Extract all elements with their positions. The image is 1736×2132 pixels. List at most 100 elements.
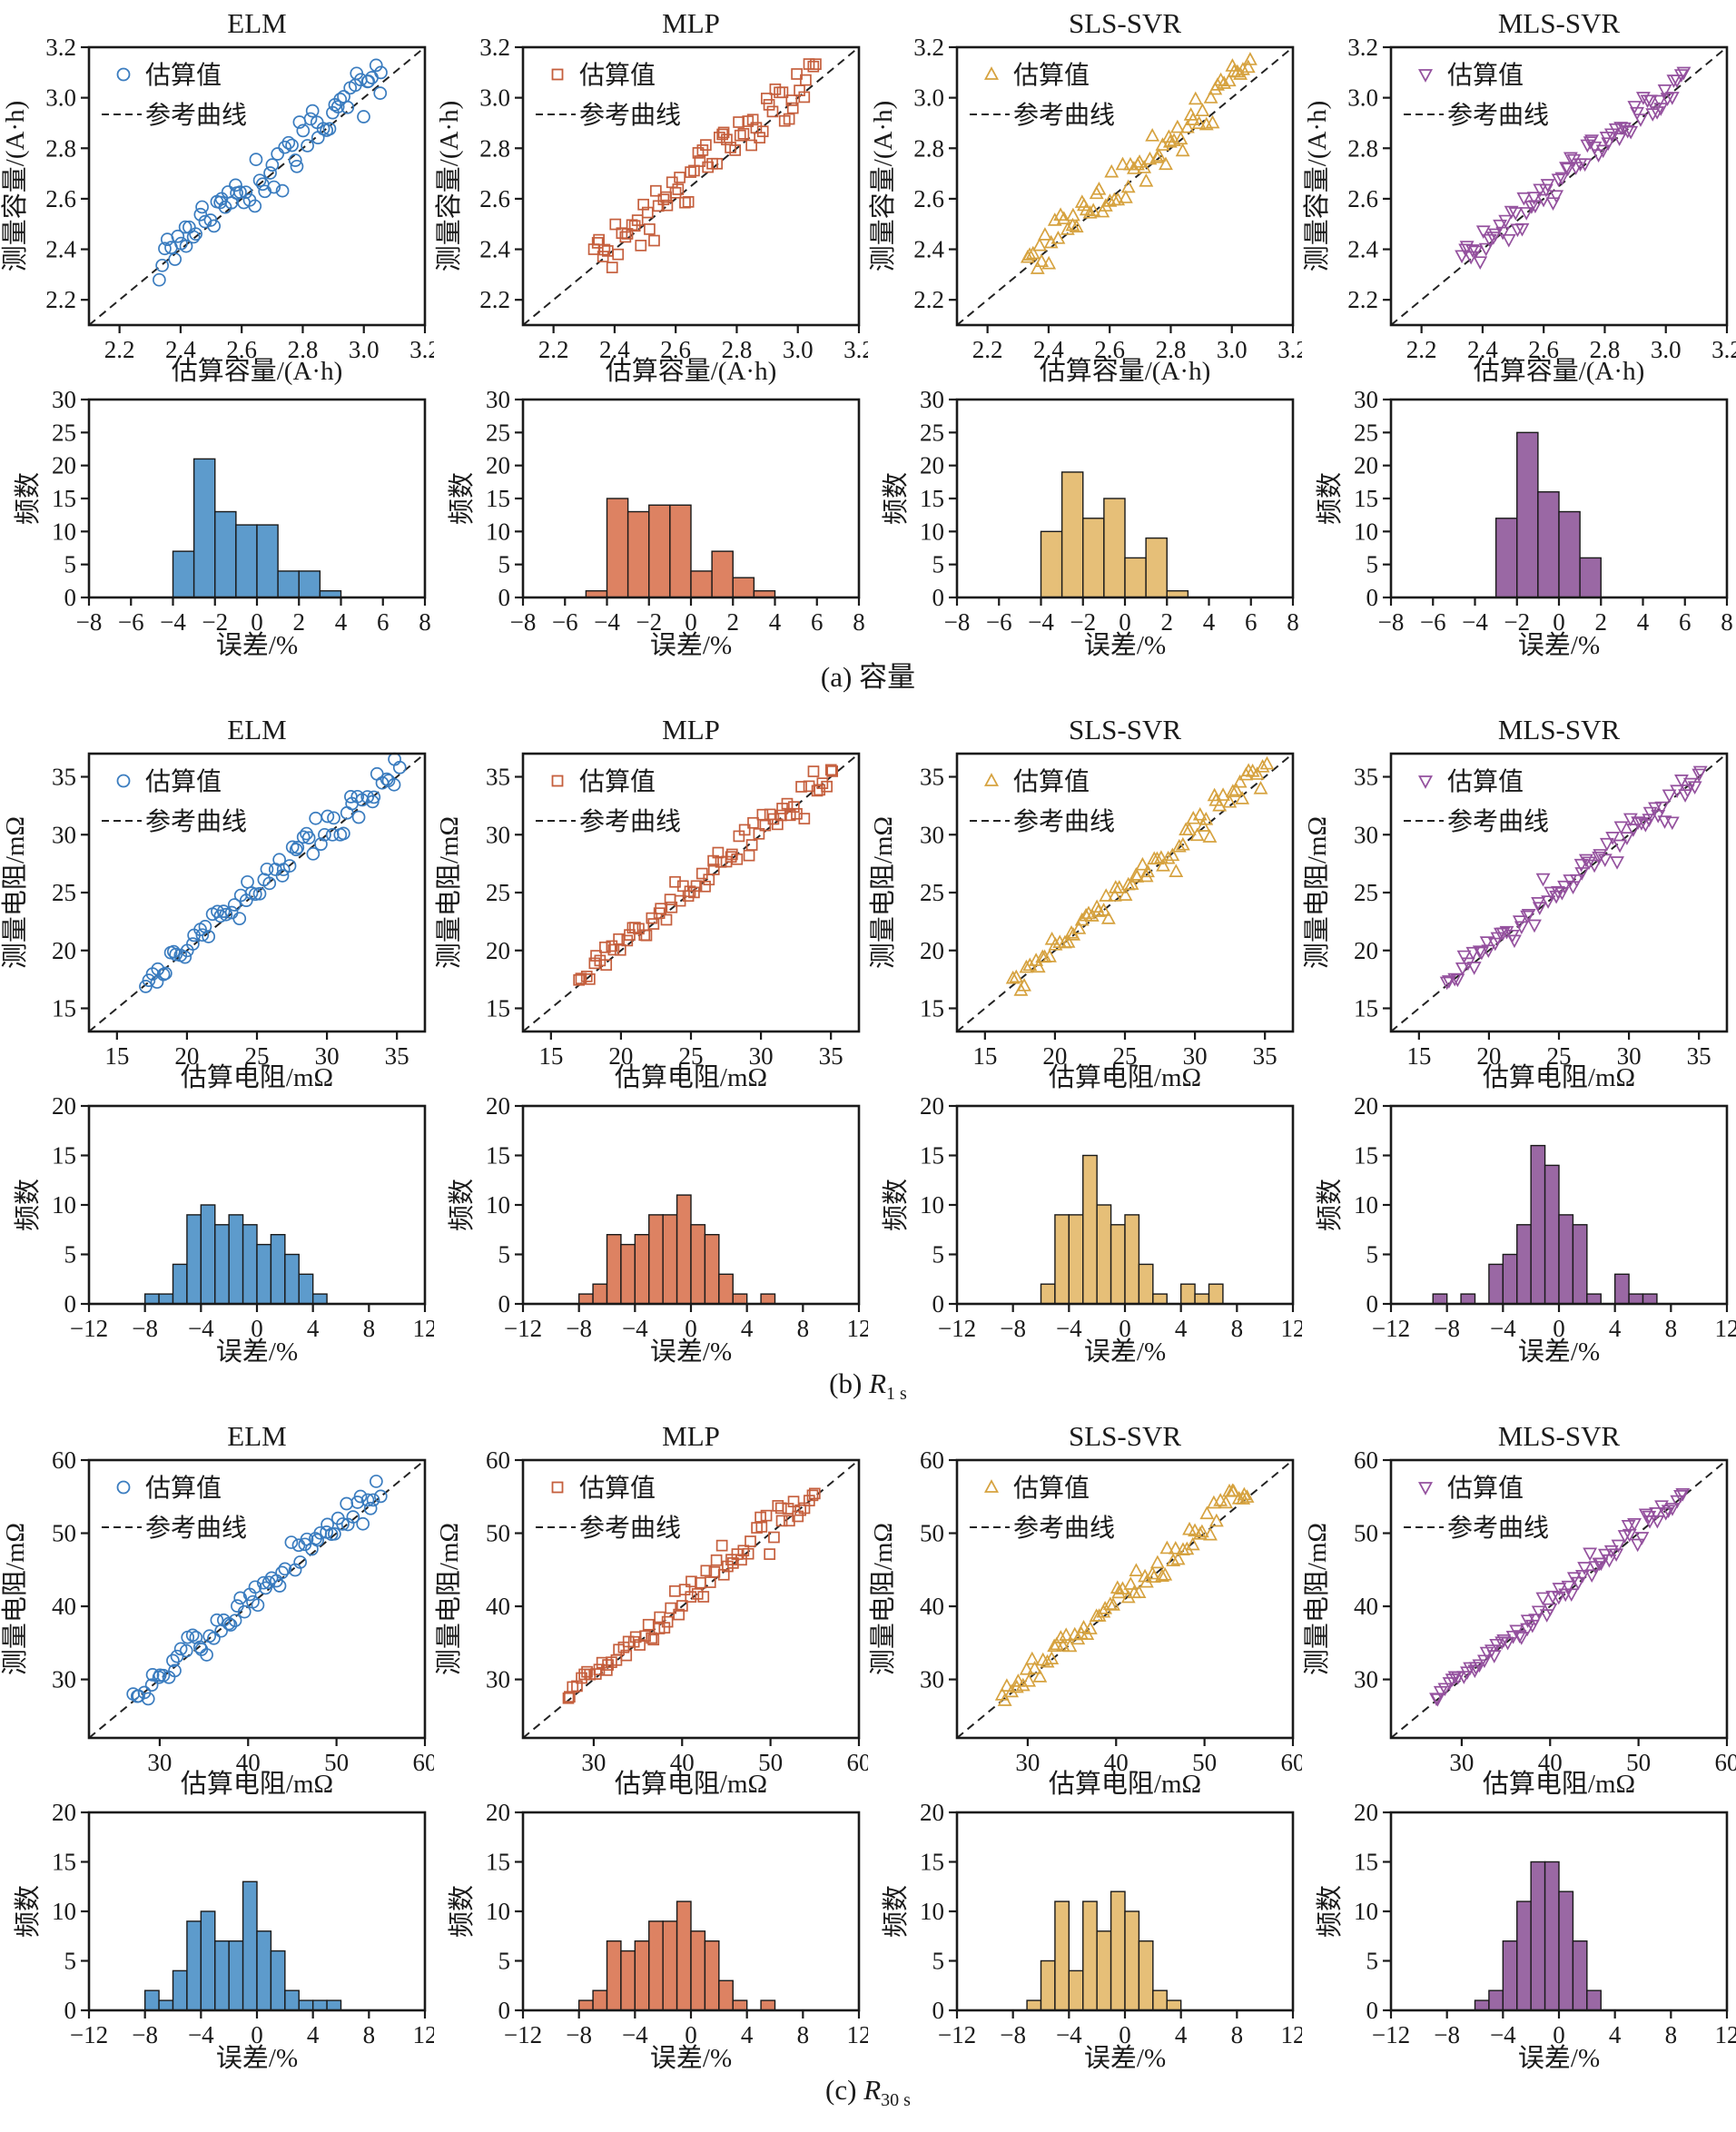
triangle-up-marker: [1062, 1638, 1078, 1653]
tick-label: 30: [920, 821, 944, 848]
triangle-down-marker: [1595, 144, 1611, 159]
tick-label: 3.2: [45, 34, 76, 61]
tick-label: 60: [1354, 1446, 1378, 1474]
triangle-up-marker: [1096, 903, 1111, 916]
triangle-up-marker: [1213, 72, 1228, 86]
histogram-bar: [669, 504, 692, 598]
triangle-up-marker: [1140, 864, 1155, 878]
caption-main: 容量: [859, 661, 916, 693]
triangle-down-marker: [1577, 1562, 1593, 1575]
tick-label: 0: [498, 584, 511, 611]
square-marker: [743, 849, 755, 862]
circle-marker: [301, 139, 314, 153]
histogram-bars: [1432, 1144, 1658, 1305]
tick-label: 20: [920, 1093, 944, 1120]
circle-marker: [271, 147, 285, 161]
circle-marker: [192, 1640, 207, 1654]
histogram-bar: [158, 1999, 174, 2011]
tick-label: 0: [1366, 1290, 1379, 1318]
triangle-down-marker: [1612, 133, 1627, 146]
tick-label: 25: [486, 419, 510, 446]
tick-label: 0: [64, 584, 77, 611]
tick-label: 5: [64, 1948, 77, 1975]
triangle-down-marker: [1551, 885, 1565, 900]
triangle-up-marker: [1147, 1569, 1161, 1584]
y-axis-label: 频数: [447, 1179, 477, 1231]
y-axis-label: 频数: [1315, 472, 1345, 525]
square-marker: [669, 186, 682, 199]
circle-marker: [155, 258, 169, 272]
histogram-bar: [1628, 1293, 1644, 1305]
histogram-bar: [200, 1910, 216, 2011]
triangle-up-marker: [1106, 1597, 1120, 1611]
tick-label: −12: [70, 2021, 108, 2048]
circle-marker: [178, 220, 192, 234]
histogram-bar: [1586, 1989, 1602, 2011]
triangle-up-marker: [1055, 1638, 1070, 1652]
histogram-bar: [1530, 1861, 1546, 2011]
triangle-up-marker: [1175, 143, 1190, 157]
triangle-down-marker: [1439, 976, 1455, 991]
triangle-down-marker: [1566, 153, 1582, 168]
y-axis-label: 测量电阻/mΩ: [0, 816, 30, 969]
triangle-down-marker: [1417, 1482, 1434, 1495]
tick-label: 10: [486, 518, 510, 545]
triangle-down-marker: [1540, 179, 1555, 192]
tick-label: 0: [932, 584, 945, 611]
circle-marker: [333, 93, 348, 106]
caption-main: R: [863, 2074, 882, 2106]
circle-marker: [361, 74, 376, 88]
scatter-plot-elm-a: ELM 2.2 2.2 2.4 2.4 2.6 2.6 2.8 2.8 3.0 3.0 3.2 3.2 估…: [0, 7, 434, 386]
histogram-bar: [620, 1243, 636, 1305]
tick-label: −8: [1434, 1315, 1460, 1342]
tick-label: 0: [932, 1997, 945, 2024]
triangle-down-marker: [1657, 815, 1672, 829]
tick-label: 25: [1113, 1042, 1138, 1070]
tick-label: 3.0: [783, 336, 814, 363]
histogram-row-a: −8 −6 −4 −2 0 2 4 6 8 0 5 10 15 20 25 30 误差/% 频数 −8 −6 −4 −2 0…: [0, 387, 1736, 659]
histogram-bars: [1474, 1861, 1602, 2011]
square-marker: [580, 970, 593, 982]
tick-label: 10: [920, 1898, 944, 1925]
tick-label: 0: [251, 1315, 263, 1342]
tick-label: 8: [363, 2021, 376, 2048]
tick-label: 3.0: [1347, 84, 1378, 112]
triangle-down-marker: [1613, 839, 1628, 854]
triangle-down-marker: [1521, 908, 1536, 923]
triangle-up-marker: [1232, 774, 1248, 788]
histogram-bar: [732, 577, 755, 598]
triangle-down-marker: [1633, 817, 1649, 831]
histogram-bar: [235, 524, 258, 598]
histogram-bar: [192, 458, 216, 598]
triangle-up-marker: [1166, 1553, 1181, 1567]
triangle-down-marker: [1514, 222, 1530, 237]
histogram-bar: [1054, 1900, 1070, 2011]
histogram-bar: [732, 1293, 748, 1305]
legend-reference-label: 参考曲线: [1013, 807, 1115, 836]
error-histogram-sls-b: −12 −8 −4 0 4 8 12 0 5 10 15 20 误差/% 频数: [881, 1093, 1302, 1366]
tick-label: 5: [932, 551, 945, 578]
plot-frame: [955, 398, 1295, 599]
circle-marker: [392, 760, 407, 775]
tick-label: 50: [1354, 1520, 1378, 1547]
circle-marker: [260, 862, 274, 876]
tick-label: 20: [174, 1042, 199, 1070]
triangle-up-marker: [1009, 969, 1024, 983]
tick-label: 3.0: [913, 84, 944, 112]
data-points: [994, 1483, 1255, 1706]
triangle-up-marker: [1049, 1636, 1064, 1651]
tick-label: −8: [1000, 1315, 1026, 1342]
triangle-down-marker: [1665, 1503, 1680, 1516]
tick-label: 15: [972, 1042, 997, 1070]
tick-label: 4: [335, 608, 348, 636]
caption-subscript: 1 s: [886, 1384, 907, 1405]
square-marker: [669, 1584, 681, 1597]
tick-label: 35: [1687, 1042, 1711, 1070]
circle-marker: [318, 827, 331, 842]
triangle-up-marker: [1225, 784, 1240, 797]
circle-marker: [145, 1668, 160, 1682]
square-marker: [717, 126, 730, 139]
histogram-bar: [577, 1999, 594, 2011]
square-marker: [648, 234, 660, 247]
circle-marker: [281, 135, 296, 150]
